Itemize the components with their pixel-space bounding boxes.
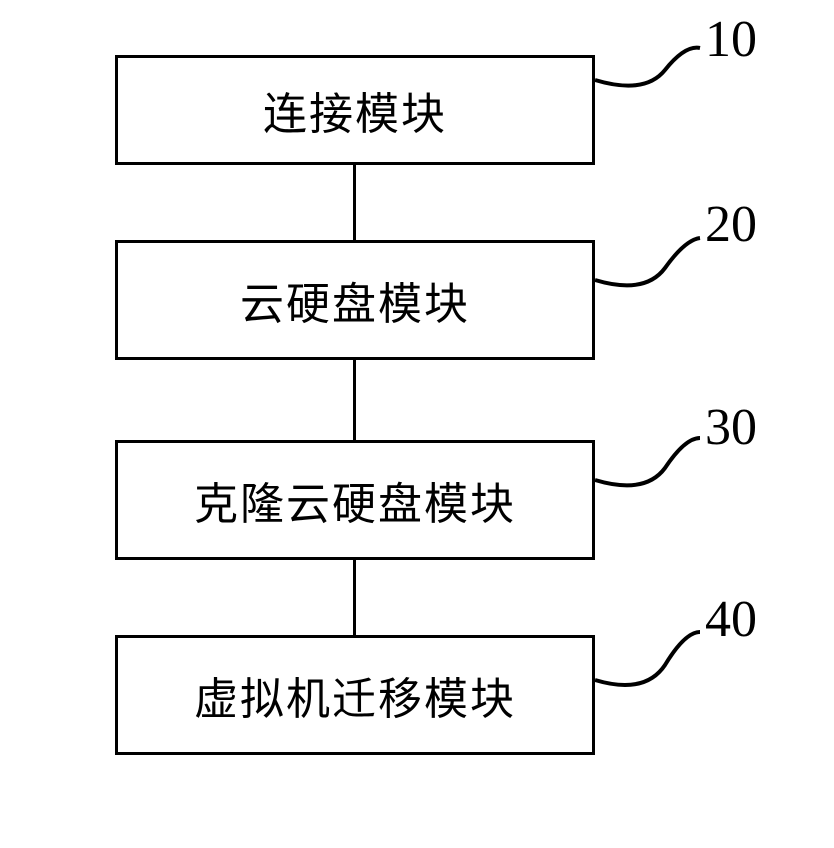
node-label-2: 20 [705,195,757,254]
connector-1-2 [353,165,356,240]
node-text-4: 虚拟机迁移模块 [194,663,516,727]
flowchart-node-4: 虚拟机迁移模块 [115,635,595,755]
connector-2-3 [353,360,356,440]
connector-3-4 [353,560,356,635]
flowchart-node-1: 连接模块 [115,55,595,165]
label-text-4: 40 [705,591,757,648]
flowchart-node-2: 云硬盘模块 [115,240,595,360]
node-text-2: 云硬盘模块 [240,268,470,332]
label-text-1: 10 [705,11,757,68]
flowchart-container: 连接模块 云硬盘模块 克隆云硬盘模块 虚拟机迁移模块 [115,55,715,755]
node-label-1: 10 [705,10,757,69]
flowchart-node-3: 克隆云硬盘模块 [115,440,595,560]
node-label-3: 30 [705,398,757,457]
label-text-3: 30 [705,399,757,456]
label-text-2: 20 [705,196,757,253]
node-text-1: 连接模块 [263,78,447,142]
node-text-3: 克隆云硬盘模块 [194,468,516,532]
node-label-4: 40 [705,590,757,649]
